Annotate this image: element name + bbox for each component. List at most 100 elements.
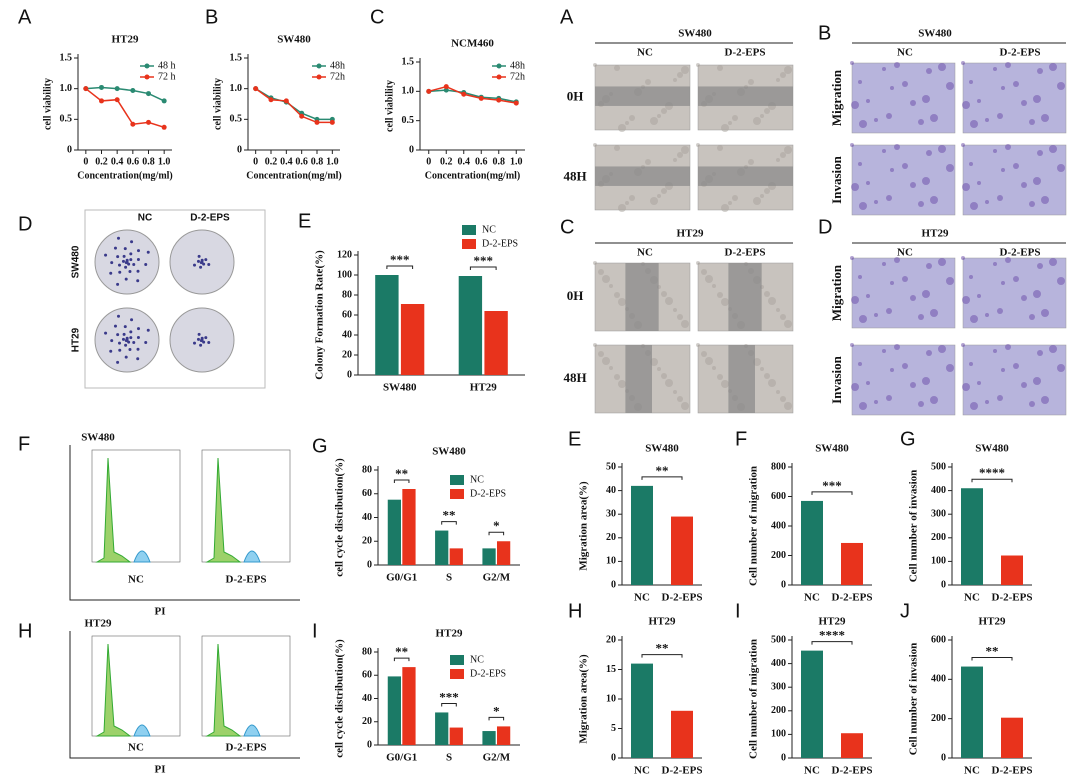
colony [136,257,140,261]
series-line [428,89,517,103]
significance-label: * [493,518,500,533]
colony [207,340,211,344]
texture [866,99,870,103]
colony [122,332,126,336]
texture [661,291,667,297]
texture [926,68,932,74]
legend-marker [144,63,150,69]
panel-letter: D [818,216,832,238]
texture [1005,144,1011,150]
y-tick-label: 50 [606,461,616,472]
texture [760,194,764,198]
texture [721,124,729,132]
texture [609,366,613,370]
y-tick-label: 15 [606,664,616,675]
texture [618,124,626,132]
column-label: NC [897,247,913,259]
texture [926,263,932,269]
texture [701,269,707,275]
texture [629,115,635,121]
point [314,119,320,125]
panel-letter: I [735,600,741,622]
colony [110,339,114,343]
point [513,100,519,106]
chart-title: SW480 [432,446,466,458]
texture [618,298,626,306]
texture [1057,82,1065,90]
column-label: D-2-EPS [226,742,267,754]
bar [961,488,983,585]
texture [910,100,916,106]
colony [199,343,203,347]
texture [970,402,978,410]
y-tick-label: 0 [347,369,352,380]
texture [922,290,930,298]
texture [938,345,946,353]
texture [661,373,667,379]
texture [673,158,677,162]
texture [784,402,792,410]
x-tick-label: 0.4 [111,156,124,167]
texture [593,63,597,67]
colony [129,258,133,262]
texture [962,383,970,391]
y-tick-label: 0 [367,559,372,570]
texture [894,144,900,150]
bar [375,275,399,375]
bar [801,500,823,585]
point [114,97,120,103]
point [443,84,449,90]
significance-label: **** [979,465,1005,480]
texture [618,380,626,388]
y-tick-label: 1.5 [60,52,73,63]
texture [1041,114,1049,122]
x-axis-label: PI [155,764,166,776]
significance-label: **** [819,628,845,643]
texture [993,67,997,71]
y-tick-label: 20 [362,536,372,547]
colony [136,327,140,331]
texture [890,86,894,90]
column-label: D-2-EPS [725,247,766,259]
texture [701,351,707,357]
texture [997,395,1003,401]
legend-swatch [450,489,464,499]
texture [851,296,859,304]
texture [673,390,677,394]
texture [650,117,658,125]
column-label: NC [128,742,144,754]
texture [629,195,635,201]
texture [764,188,770,194]
legend-label: 48 h [158,60,176,71]
texture [696,143,700,147]
g1-peak [95,457,132,563]
legend-label: NC [470,474,484,485]
colony [197,254,201,258]
y-axis-label: cell cycle distribution(%) [334,458,346,577]
y-tick-label: 200 [931,713,946,724]
colony [129,336,133,340]
series-line [85,88,165,129]
micrograph [962,344,1067,416]
y-tick-label: 1.0 [230,83,243,94]
legend-marker [496,63,502,69]
bar [484,311,508,375]
row-label: 48H [563,168,586,183]
texture [970,315,978,323]
texture [717,145,723,151]
texture [780,314,786,320]
texture [985,118,989,122]
texture [850,256,854,260]
bar [435,530,449,565]
x-tick-label: 0.6 [127,156,140,167]
colony [196,337,200,341]
texture [930,196,938,204]
x-axis-label: Concentration(mg/ml) [77,170,173,181]
texture [728,121,732,125]
texture [1037,350,1043,356]
y-tick-label: 0 [941,752,946,763]
texture [614,374,620,380]
colony [104,253,108,257]
significance-bracket [971,657,1013,661]
texture [910,382,916,388]
